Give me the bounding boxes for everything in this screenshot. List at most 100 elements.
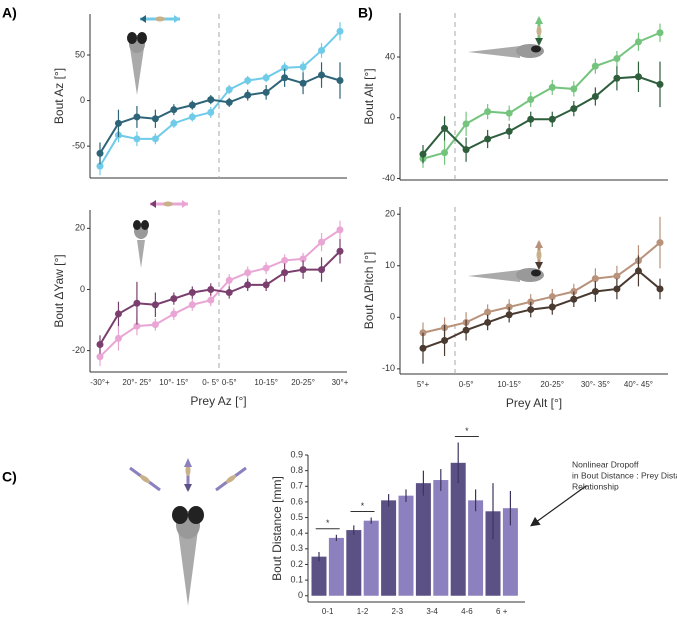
y-tick-label: -40 xyxy=(382,173,395,183)
series-line xyxy=(99,229,341,358)
point xyxy=(484,308,492,316)
point xyxy=(151,135,159,143)
y-tick-label: 0 xyxy=(298,590,303,600)
y-tick-label: 0.6 xyxy=(290,496,303,506)
x-tick-label: 3-4 xyxy=(426,607,438,616)
point xyxy=(133,322,141,330)
y-axis-label: Bout Distance [mm] xyxy=(270,476,284,581)
point xyxy=(548,293,556,301)
point xyxy=(484,135,492,143)
series-line xyxy=(422,31,661,160)
point xyxy=(591,93,599,100)
point xyxy=(634,267,642,275)
point xyxy=(656,285,664,293)
point xyxy=(207,296,215,304)
point xyxy=(244,269,252,277)
point xyxy=(170,106,178,114)
y-tick-label: 0 xyxy=(80,284,85,294)
point xyxy=(262,74,270,82)
annotation: in Bout Distance : Prey Distance xyxy=(572,470,677,480)
point xyxy=(656,29,664,37)
point xyxy=(225,289,233,297)
x-tick-label: 0-5° xyxy=(222,378,237,387)
x-tick-label: 10°- 15° xyxy=(159,378,188,387)
point xyxy=(505,127,513,135)
bar xyxy=(502,508,518,596)
panel-label: B) xyxy=(358,5,373,21)
fish-icon xyxy=(129,458,247,606)
x-tick-label: 20-25° xyxy=(291,378,315,387)
point xyxy=(336,247,344,255)
y-axis-label: Bout ΔPitch [°] xyxy=(362,252,376,330)
point xyxy=(591,62,599,70)
point xyxy=(96,340,104,348)
point xyxy=(188,289,196,297)
x-axis-label: Prey Az [°] xyxy=(190,394,246,408)
significance-star: * xyxy=(361,501,365,511)
annotation: Relationship xyxy=(572,481,619,491)
y-tick-label: 20 xyxy=(385,209,395,219)
y-tick-label: 10 xyxy=(385,260,395,270)
bar xyxy=(433,480,449,596)
point xyxy=(634,73,642,81)
point xyxy=(613,55,621,63)
point xyxy=(591,275,599,283)
bar xyxy=(398,495,414,596)
y-tick-label: 0.1 xyxy=(290,574,303,584)
point xyxy=(170,119,178,127)
x-tick-label: 0-5° xyxy=(459,380,474,389)
point xyxy=(570,295,578,303)
x-tick-label: 10-15° xyxy=(497,380,521,389)
x-tick-label: 4-6 xyxy=(461,607,473,616)
bar xyxy=(485,511,501,596)
point xyxy=(225,86,233,94)
y-tick-label: 0.9 xyxy=(290,449,303,459)
point xyxy=(281,269,289,277)
point xyxy=(484,108,492,116)
point xyxy=(548,83,556,91)
fish-icon xyxy=(133,200,188,268)
bar xyxy=(328,537,344,596)
point xyxy=(281,256,289,264)
fish-icon xyxy=(468,16,544,58)
series-line xyxy=(422,269,661,350)
bar xyxy=(346,530,362,596)
y-tick-label: 0 xyxy=(80,95,85,105)
point xyxy=(656,239,664,247)
point xyxy=(484,318,492,326)
point xyxy=(244,77,252,85)
y-tick-label: 0.5 xyxy=(290,512,303,522)
point xyxy=(505,311,513,319)
bar xyxy=(468,500,484,596)
y-axis-label: Bout Az [°] xyxy=(52,68,66,124)
point xyxy=(244,281,252,289)
x-tick-label: 20°- 25° xyxy=(122,378,151,387)
x-tick-label: 40°- 45° xyxy=(624,380,653,389)
point xyxy=(656,80,664,88)
point xyxy=(462,120,470,128)
x-tick-label: 20-25° xyxy=(540,380,564,389)
point xyxy=(299,63,307,71)
point xyxy=(299,79,307,87)
point xyxy=(207,108,215,116)
point xyxy=(114,310,122,318)
x-tick-label: 30°+ xyxy=(332,378,349,387)
point xyxy=(613,285,621,293)
panel-label: C) xyxy=(2,469,17,485)
point xyxy=(548,303,556,311)
point xyxy=(548,115,556,123)
annotation: Nonlinear Dropoff xyxy=(572,459,639,469)
bar xyxy=(311,556,327,596)
point xyxy=(114,334,122,342)
point xyxy=(151,115,159,123)
fish-icon xyxy=(127,15,180,95)
point xyxy=(527,306,535,314)
point xyxy=(96,353,104,361)
x-tick-label: 2-3 xyxy=(392,607,404,616)
point xyxy=(462,146,470,154)
series-line xyxy=(422,75,661,155)
point xyxy=(613,272,621,280)
x-tick-label: 1-2 xyxy=(357,607,369,616)
point xyxy=(336,77,344,85)
